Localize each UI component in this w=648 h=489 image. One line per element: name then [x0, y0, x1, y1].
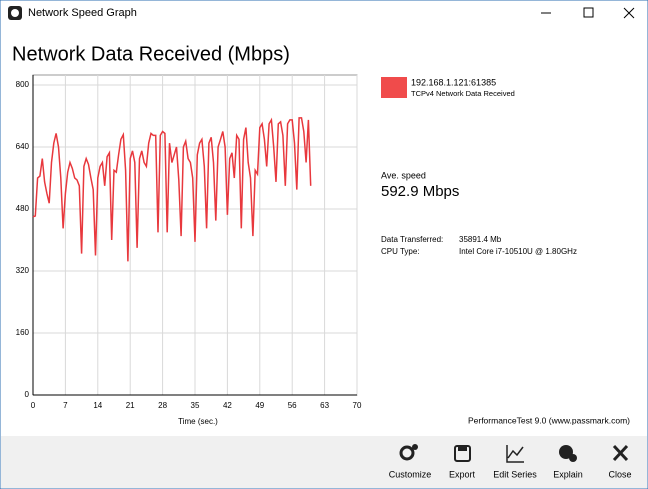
- footer-credit: PerformanceTest 9.0 (www.passmark.com): [468, 415, 630, 425]
- stat-label: CPU Type:: [381, 247, 420, 256]
- x-tick-label: 42: [223, 401, 232, 410]
- ave-value: 592.9 Mbps: [381, 183, 459, 200]
- explain-button[interactable]: Explain: [553, 445, 583, 479]
- data-line: [32, 117, 312, 262]
- window-title: Network Speed Graph: [28, 7, 137, 19]
- edit-series-button[interactable]: Edit Series: [493, 445, 537, 479]
- y-tick-label: 0: [25, 390, 30, 399]
- save-icon: [458, 446, 467, 451]
- x-tick-label: 70: [353, 401, 362, 410]
- x-axis-label: Time (sec.): [178, 417, 218, 426]
- button-label: Edit Series: [493, 469, 537, 479]
- legend-description: TCPv4 Network Data Received: [411, 89, 515, 98]
- y-tick-label: 160: [16, 328, 30, 337]
- x-tick-label: 14: [93, 401, 102, 410]
- y-tick-label: 480: [16, 204, 30, 213]
- customize-button[interactable]: Customize: [389, 444, 432, 479]
- x-tick-label: 7: [63, 401, 68, 410]
- help-icon: [559, 445, 573, 459]
- x-tick-label: 56: [288, 401, 297, 410]
- chart-title: Network Data Received (Mbps): [12, 43, 290, 65]
- legend-swatch: [381, 77, 407, 98]
- chart-icon: [506, 445, 524, 463]
- ave-label: Ave. speed: [381, 170, 426, 180]
- button-label: Close: [608, 469, 631, 479]
- x-tick-label: 21: [126, 401, 135, 410]
- window-close-button[interactable]: [623, 7, 635, 19]
- help-icon: [569, 454, 577, 462]
- x-tick-label: 28: [158, 401, 167, 410]
- y-tick-label: 640: [16, 142, 30, 151]
- button-label: Explain: [553, 469, 583, 479]
- legend-name: 192.168.1.121:61385: [411, 77, 496, 87]
- gear-icon: [399, 445, 415, 461]
- gear-icon: [412, 444, 418, 450]
- toolbar: [1, 436, 647, 488]
- x-tick-label: 35: [191, 401, 200, 410]
- maximize-button[interactable]: [583, 7, 594, 18]
- stat-label: Data Transferred:: [381, 235, 443, 244]
- x-tick-label: 0: [31, 401, 36, 410]
- stat-value: Intel Core i7-10510U @ 1.80GHz: [459, 247, 577, 256]
- y-tick-label: 800: [16, 80, 30, 89]
- close-button[interactable]: Close: [608, 444, 632, 479]
- x-tick-label: 63: [320, 401, 329, 410]
- x-tick-label: 49: [255, 401, 264, 410]
- y-tick-label: 320: [16, 266, 30, 275]
- button-label: Customize: [389, 469, 432, 479]
- stat-value: 35891.4 Mb: [459, 235, 502, 244]
- app-icon-mark: [11, 9, 19, 17]
- button-label: Export: [449, 469, 476, 479]
- export-button[interactable]: Export: [449, 445, 476, 479]
- close-icon: [612, 444, 629, 462]
